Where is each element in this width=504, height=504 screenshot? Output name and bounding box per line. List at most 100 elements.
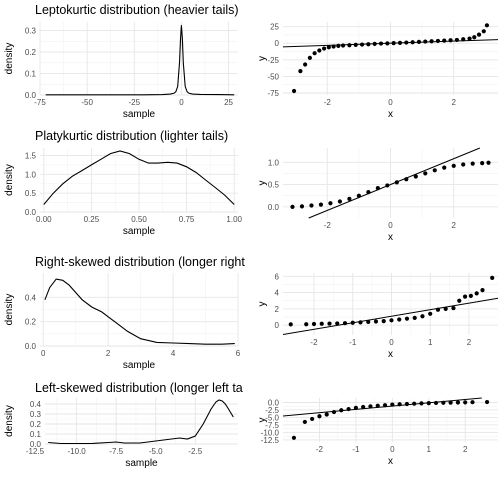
x-axis-label: sample — [123, 360, 156, 371]
qq-point — [457, 298, 462, 303]
qq-reference-line — [282, 297, 499, 336]
x-tick-label: -25 — [129, 98, 141, 107]
qq-point — [358, 320, 363, 325]
qq-point — [448, 400, 453, 405]
qq-point — [413, 174, 418, 179]
panel-2: -2 0 2 -75 -50 -25 0 25 x y — [257, 22, 499, 120]
qq-point — [291, 435, 297, 440]
x-tick-label: 2 — [463, 445, 468, 454]
qq-point — [404, 401, 409, 407]
x-tick-label: -50 — [81, 98, 93, 107]
x-tick-label: 2 — [452, 221, 457, 230]
x-axis-label: x — [388, 456, 393, 467]
x-tick-label: 2 — [467, 338, 472, 347]
qq-point — [420, 314, 425, 319]
qq-point — [404, 316, 410, 321]
qq-point — [373, 319, 379, 324]
y-tick-label: 25 — [270, 23, 279, 32]
y-tick-label: -7.5 — [265, 421, 279, 430]
qq-point — [336, 43, 341, 48]
x-tick-label: 0.25 — [84, 215, 100, 224]
y-axis-label: y — [257, 302, 268, 307]
y-tick-label: 0.2 — [30, 420, 42, 429]
qq-point — [454, 37, 459, 43]
qq-point — [311, 321, 317, 327]
y-tick-label: 1.5 — [25, 152, 37, 161]
y-tick-label: 2 — [275, 305, 280, 314]
x-tick-label: 4 — [171, 349, 176, 358]
qq-point — [423, 171, 428, 176]
qq-point — [337, 199, 343, 204]
x-tick-label: 1 — [428, 338, 433, 347]
y-tick-label: 0.2 — [25, 48, 37, 57]
qq-point — [429, 39, 434, 44]
qq-point — [480, 161, 485, 166]
y-tick-label: 0.2 — [25, 318, 37, 327]
y-tick-label: 0.0 — [25, 342, 37, 351]
qq-point — [317, 414, 322, 419]
qq-point — [318, 202, 324, 207]
qq-point — [290, 204, 295, 209]
y-tick-label: 0.0 — [25, 208, 37, 217]
y-tick-label: -10.0 — [261, 428, 280, 437]
qq-point — [359, 42, 365, 47]
qq-point — [397, 402, 402, 407]
x-tick-label: 0 — [389, 338, 394, 347]
y-tick-label: -12.5 — [261, 436, 280, 445]
y-axis-label: density — [4, 294, 15, 326]
qq-point — [467, 36, 472, 41]
y-tick-label: 0 — [275, 321, 280, 330]
qq-point — [442, 165, 447, 170]
qq-point — [389, 318, 394, 323]
qq-reference-line — [308, 147, 481, 219]
qq-point — [416, 39, 422, 45]
qq-reference-line — [282, 397, 482, 417]
x-tick-label: 6 — [236, 349, 241, 358]
y-axis-label: y — [257, 56, 268, 61]
x-axis-label: x — [388, 109, 393, 120]
qq-point — [404, 177, 409, 182]
qq-point — [433, 400, 439, 406]
y-tick-label: 1.0 — [25, 170, 37, 179]
x-axis-label: x — [388, 349, 393, 360]
qq-point — [307, 55, 312, 60]
qq-point — [342, 321, 348, 326]
qq-point — [361, 404, 366, 410]
qq-point — [410, 40, 415, 45]
x-tick-label: 1 — [427, 445, 432, 454]
qq-point — [472, 35, 477, 40]
qq-point — [312, 51, 317, 56]
qq-point — [435, 38, 441, 44]
qq-point — [340, 43, 346, 48]
y-tick-label: 1.0 — [268, 158, 280, 167]
y-tick-label: -75 — [267, 89, 279, 98]
x-tick-label: -75 — [34, 98, 46, 107]
y-axis-label: density — [4, 405, 15, 437]
qq-point — [481, 29, 486, 34]
y-tick-label: 0.0 — [268, 203, 280, 212]
x-tick-label: -10.0 — [68, 447, 87, 456]
qq-point — [397, 40, 403, 46]
y-tick-label: 0.0 — [30, 440, 42, 449]
qq-point — [368, 404, 373, 409]
y-tick-label: -5.0 — [265, 413, 279, 422]
qq-point — [480, 288, 485, 293]
qq-point — [356, 193, 361, 198]
qq-point — [426, 400, 431, 406]
density-curve — [45, 25, 235, 96]
qq-point — [327, 321, 332, 326]
qq-point — [484, 399, 490, 405]
y-tick-label: 0.1 — [30, 430, 42, 439]
density-curve — [43, 150, 235, 205]
qq-point — [375, 186, 380, 191]
qq-point — [324, 412, 329, 417]
qq-point — [304, 322, 309, 327]
qq-point — [474, 291, 479, 296]
qq-point — [443, 306, 448, 311]
qq-point — [385, 183, 390, 188]
qq-point — [335, 321, 340, 326]
chart-title: Right-skewed distribution (longer right — [35, 255, 245, 269]
qq-point — [317, 48, 322, 53]
qq-point — [476, 32, 482, 37]
